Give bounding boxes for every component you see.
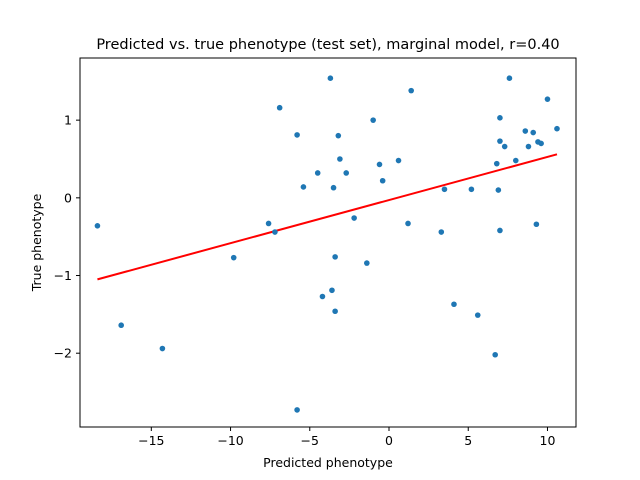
data-point	[332, 254, 338, 260]
data-point	[495, 187, 502, 193]
x-tick-label: −15	[138, 433, 164, 448]
data-point	[492, 351, 498, 358]
data-point	[94, 222, 101, 229]
data-point	[329, 287, 335, 294]
data-point	[265, 220, 272, 227]
regression-line	[97, 153, 558, 281]
data-point	[118, 322, 125, 329]
data-point	[230, 254, 237, 261]
x-tick-label: −10	[217, 433, 243, 448]
data-point	[441, 186, 448, 193]
data-point	[272, 229, 278, 235]
data-point	[522, 128, 529, 134]
x-tick-label: 0	[385, 433, 393, 448]
data-point	[544, 96, 551, 102]
data-point	[376, 161, 383, 168]
data-point	[343, 170, 350, 176]
data-point	[370, 117, 376, 123]
plot-frame	[79, 57, 577, 428]
axis-ticks: −15 −10 −5 0 5 10−2−101	[54, 113, 556, 448]
data-point	[474, 312, 481, 318]
scatter-points	[94, 75, 560, 413]
data-point	[408, 87, 414, 94]
data-point	[506, 75, 513, 81]
fit-line-layer	[97, 153, 558, 281]
x-tick-label: 5	[464, 433, 472, 448]
data-point	[530, 129, 537, 136]
data-point	[405, 220, 411, 227]
data-point	[300, 184, 307, 190]
data-point	[525, 143, 532, 150]
y-tick-label: −2	[54, 346, 72, 361]
data-point	[497, 115, 503, 121]
data-point	[294, 407, 300, 413]
y-tick-label: −1	[54, 268, 72, 283]
data-point	[330, 184, 337, 191]
data-point	[379, 177, 386, 184]
data-point	[451, 301, 457, 308]
data-point	[314, 170, 321, 176]
data-point	[335, 132, 342, 139]
y-axis-label: True phenotype	[29, 193, 44, 292]
data-point	[337, 156, 343, 162]
data-point	[159, 345, 166, 352]
data-point	[497, 227, 503, 234]
x-tick-label: 10	[540, 433, 556, 448]
data-point	[395, 157, 402, 164]
y-tick-label: 1	[64, 113, 72, 128]
data-point	[493, 160, 500, 167]
data-point	[538, 140, 544, 147]
data-point	[554, 125, 560, 132]
data-point	[319, 293, 326, 300]
x-axis-label: Predicted phenotype	[263, 455, 393, 470]
data-point	[351, 215, 357, 221]
data-point	[438, 229, 445, 235]
data-point	[364, 260, 370, 266]
data-point	[332, 308, 338, 315]
data-point	[533, 221, 540, 228]
data-point	[276, 104, 283, 111]
y-tick-label: 0	[64, 190, 72, 205]
x-tick-label: −5	[301, 433, 319, 448]
data-point	[327, 75, 334, 81]
data-point	[468, 186, 475, 193]
data-point	[497, 138, 503, 144]
data-point	[294, 132, 300, 138]
data-point	[501, 143, 508, 150]
data-point	[512, 157, 519, 164]
chart-title: Predicted vs. true phenotype (test set),…	[96, 37, 559, 53]
